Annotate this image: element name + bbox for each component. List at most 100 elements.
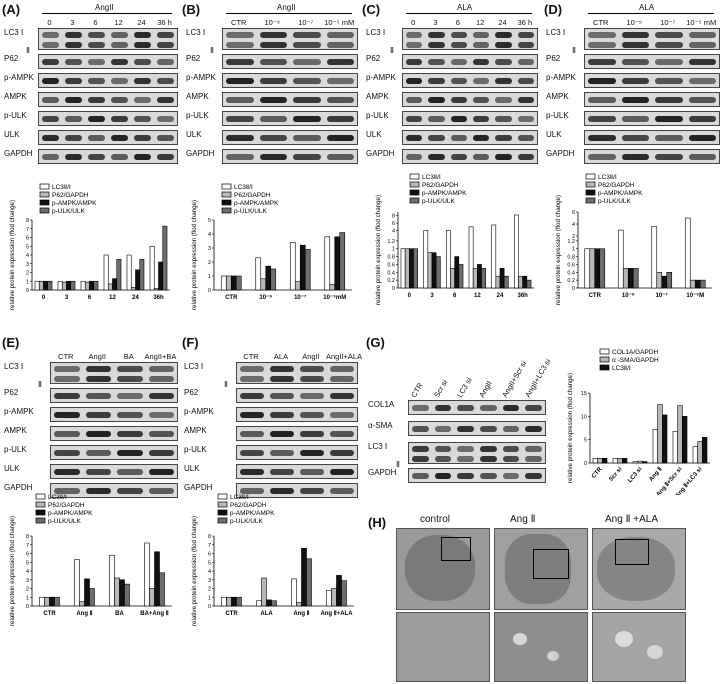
y-tick-label: 0.8 — [387, 255, 395, 261]
legend-label: LC3Ⅱ/Ⅰ — [52, 184, 71, 191]
blot-row-label: ULK — [184, 464, 200, 473]
x-tick-label: Scr si — [608, 466, 623, 483]
bar — [339, 232, 346, 291]
bar — [74, 559, 80, 607]
lane-label: 10⁻⁷ — [660, 18, 676, 27]
blot-strip — [38, 28, 178, 50]
y-tick-label: 8 — [392, 214, 395, 220]
y-tick-label: 5 — [584, 438, 587, 444]
x-tick-label: 24 — [132, 295, 139, 301]
legend-swatch — [35, 517, 46, 524]
bar — [632, 268, 639, 289]
y-tick-label: 2 — [208, 587, 211, 593]
bar — [622, 268, 629, 289]
blot-row-label: AMPK — [186, 92, 209, 101]
blot-row-label: ULK — [546, 130, 562, 139]
tem-control-zoom — [396, 612, 490, 682]
legend-label: LC3Ⅱ/Ⅰ — [234, 184, 253, 191]
blot-row-label: Ⅱ — [224, 380, 228, 389]
bar — [306, 558, 312, 607]
bar — [682, 416, 688, 464]
tem-angii-ala-overview — [592, 528, 686, 610]
blot-strip — [402, 73, 538, 88]
bar — [255, 257, 262, 291]
bar — [261, 577, 267, 607]
tem-label-control: control — [420, 514, 451, 525]
bar — [592, 458, 598, 464]
bar — [472, 268, 478, 289]
blot-row-label: GAPDH — [4, 149, 33, 158]
bar — [231, 596, 237, 607]
bar — [491, 224, 497, 289]
bar — [477, 264, 482, 289]
blot-row-label: p-AMPK — [4, 73, 34, 82]
y-tick-label: 1.2 — [387, 239, 395, 245]
y-tick-label: 6 — [208, 552, 211, 558]
legend-label: P62/GAPDH — [48, 502, 85, 509]
y-tick-label: 5 — [208, 218, 211, 224]
blot-row-label: Ⅱ — [390, 46, 394, 55]
x-tick-label: BA — [115, 611, 124, 617]
bar — [291, 578, 297, 607]
legend-label: p-AMPK/AMPK — [230, 510, 275, 517]
bar — [661, 275, 668, 289]
bar — [289, 242, 296, 291]
bar — [149, 245, 155, 291]
blot-row-label: AMPK — [546, 92, 569, 101]
x-tick-label: Ang Ⅱ — [648, 466, 664, 483]
blot-strip — [222, 130, 358, 145]
x-tick-label: 10⁻⁹ — [622, 293, 635, 299]
blot-strip — [222, 28, 358, 50]
blot-row-label: p-AMPK — [546, 73, 576, 82]
bar — [526, 279, 532, 289]
lane-label: 12 — [475, 18, 485, 27]
y-tick-label: 10 — [581, 414, 587, 420]
bar — [694, 279, 701, 289]
bar — [326, 589, 332, 607]
y-tick-label: 1 — [208, 595, 211, 601]
bar — [107, 283, 113, 291]
bar — [162, 225, 168, 291]
y-tick-label: 1 — [26, 279, 29, 285]
legend-label: p-ULK/ULK — [598, 198, 632, 205]
y-axis-label: relative protein expression (flod change… — [191, 200, 198, 310]
y-tick-label: 0 — [572, 286, 575, 292]
bar — [446, 230, 451, 289]
bar — [38, 280, 44, 291]
legend-label: p-ULK/ULK — [52, 208, 86, 215]
tem-label-angii-ala: Ang Ⅱ +ALA — [605, 514, 659, 525]
bar — [43, 280, 49, 291]
blot-row-label: p-AMPK — [184, 407, 214, 416]
treatment-label-c: ALA — [457, 3, 473, 12]
blot-strip — [222, 111, 358, 126]
y-tick-label: 4 — [208, 569, 211, 575]
y-tick-label: 0.4 — [567, 270, 575, 276]
blot-strip — [584, 130, 720, 145]
blot-row-label: p-ULK — [186, 111, 209, 120]
bar — [400, 248, 406, 289]
bar — [265, 265, 272, 291]
legend-label: p-AMPK/AMPK — [234, 200, 279, 207]
legend-swatch — [35, 493, 46, 500]
legend-swatch — [409, 189, 420, 196]
bar — [642, 461, 648, 464]
legend-swatch — [409, 181, 420, 188]
bar — [103, 254, 109, 291]
bar — [499, 268, 505, 289]
blot-strip — [50, 483, 178, 498]
bar — [514, 214, 519, 289]
blot-strip — [50, 362, 178, 384]
legend-swatch — [409, 173, 420, 180]
bar — [329, 284, 336, 291]
bar — [594, 248, 601, 289]
y-tick-label: 4 — [26, 569, 29, 575]
bar — [158, 261, 164, 291]
legend-label: LC3Ⅱ/Ⅰ — [230, 494, 249, 501]
bar — [622, 458, 628, 464]
blot-row-label: p-ULK — [4, 111, 27, 120]
blot-row-label: p-AMPK — [366, 73, 396, 82]
y-tick-label: 4 — [26, 253, 29, 259]
blot-strip — [38, 92, 178, 107]
bar — [153, 287, 159, 291]
